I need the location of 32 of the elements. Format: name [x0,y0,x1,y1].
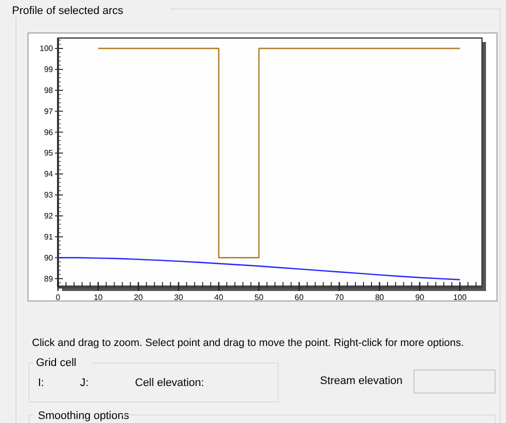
x-tick-label: 70 [334,293,344,302]
y-tick-label: 94 [44,170,54,179]
x-tick-label: 80 [375,293,385,302]
x-tick-label: 90 [415,293,425,302]
x-tick-label: 40 [214,293,224,302]
y-tick-label: 96 [44,128,54,137]
text: Grid cell [36,357,76,369]
y-tick-label: 98 [44,86,54,95]
text: J: [80,377,89,389]
x-tick-label: 0 [56,293,61,302]
x-tick-label: 20 [134,293,144,302]
text: I: [38,377,44,389]
x-tick-label: 60 [294,293,304,302]
text: Stream elevation [320,375,403,387]
y-tick-label: 90 [44,253,54,262]
y-tick-label: 91 [44,232,54,242]
chart-title: Profile of selected arcs [12,5,124,17]
text: Click and drag to zoom. Select point and drag to move the point. Right-click for more options. [32,337,464,349]
y-tick-label: 100 [40,44,54,54]
y-tick-label: 95 [44,148,54,158]
y-tick-label: 93 [44,190,54,200]
y-tick-label: 99 [44,65,54,74]
line-series [57,257,461,280]
y-tick-label: 92 [44,211,54,220]
text: Cell elevation: [135,377,204,389]
x-tick-label: 10 [94,293,104,302]
x-tick-label: 100 [453,293,468,302]
y-tick-label: 89 [44,274,54,284]
text: Smoothing options [38,410,130,422]
x-tick-label: 50 [254,293,264,302]
x-tick-label: 30 [174,293,184,302]
y-tick-label: 97 [44,106,54,116]
